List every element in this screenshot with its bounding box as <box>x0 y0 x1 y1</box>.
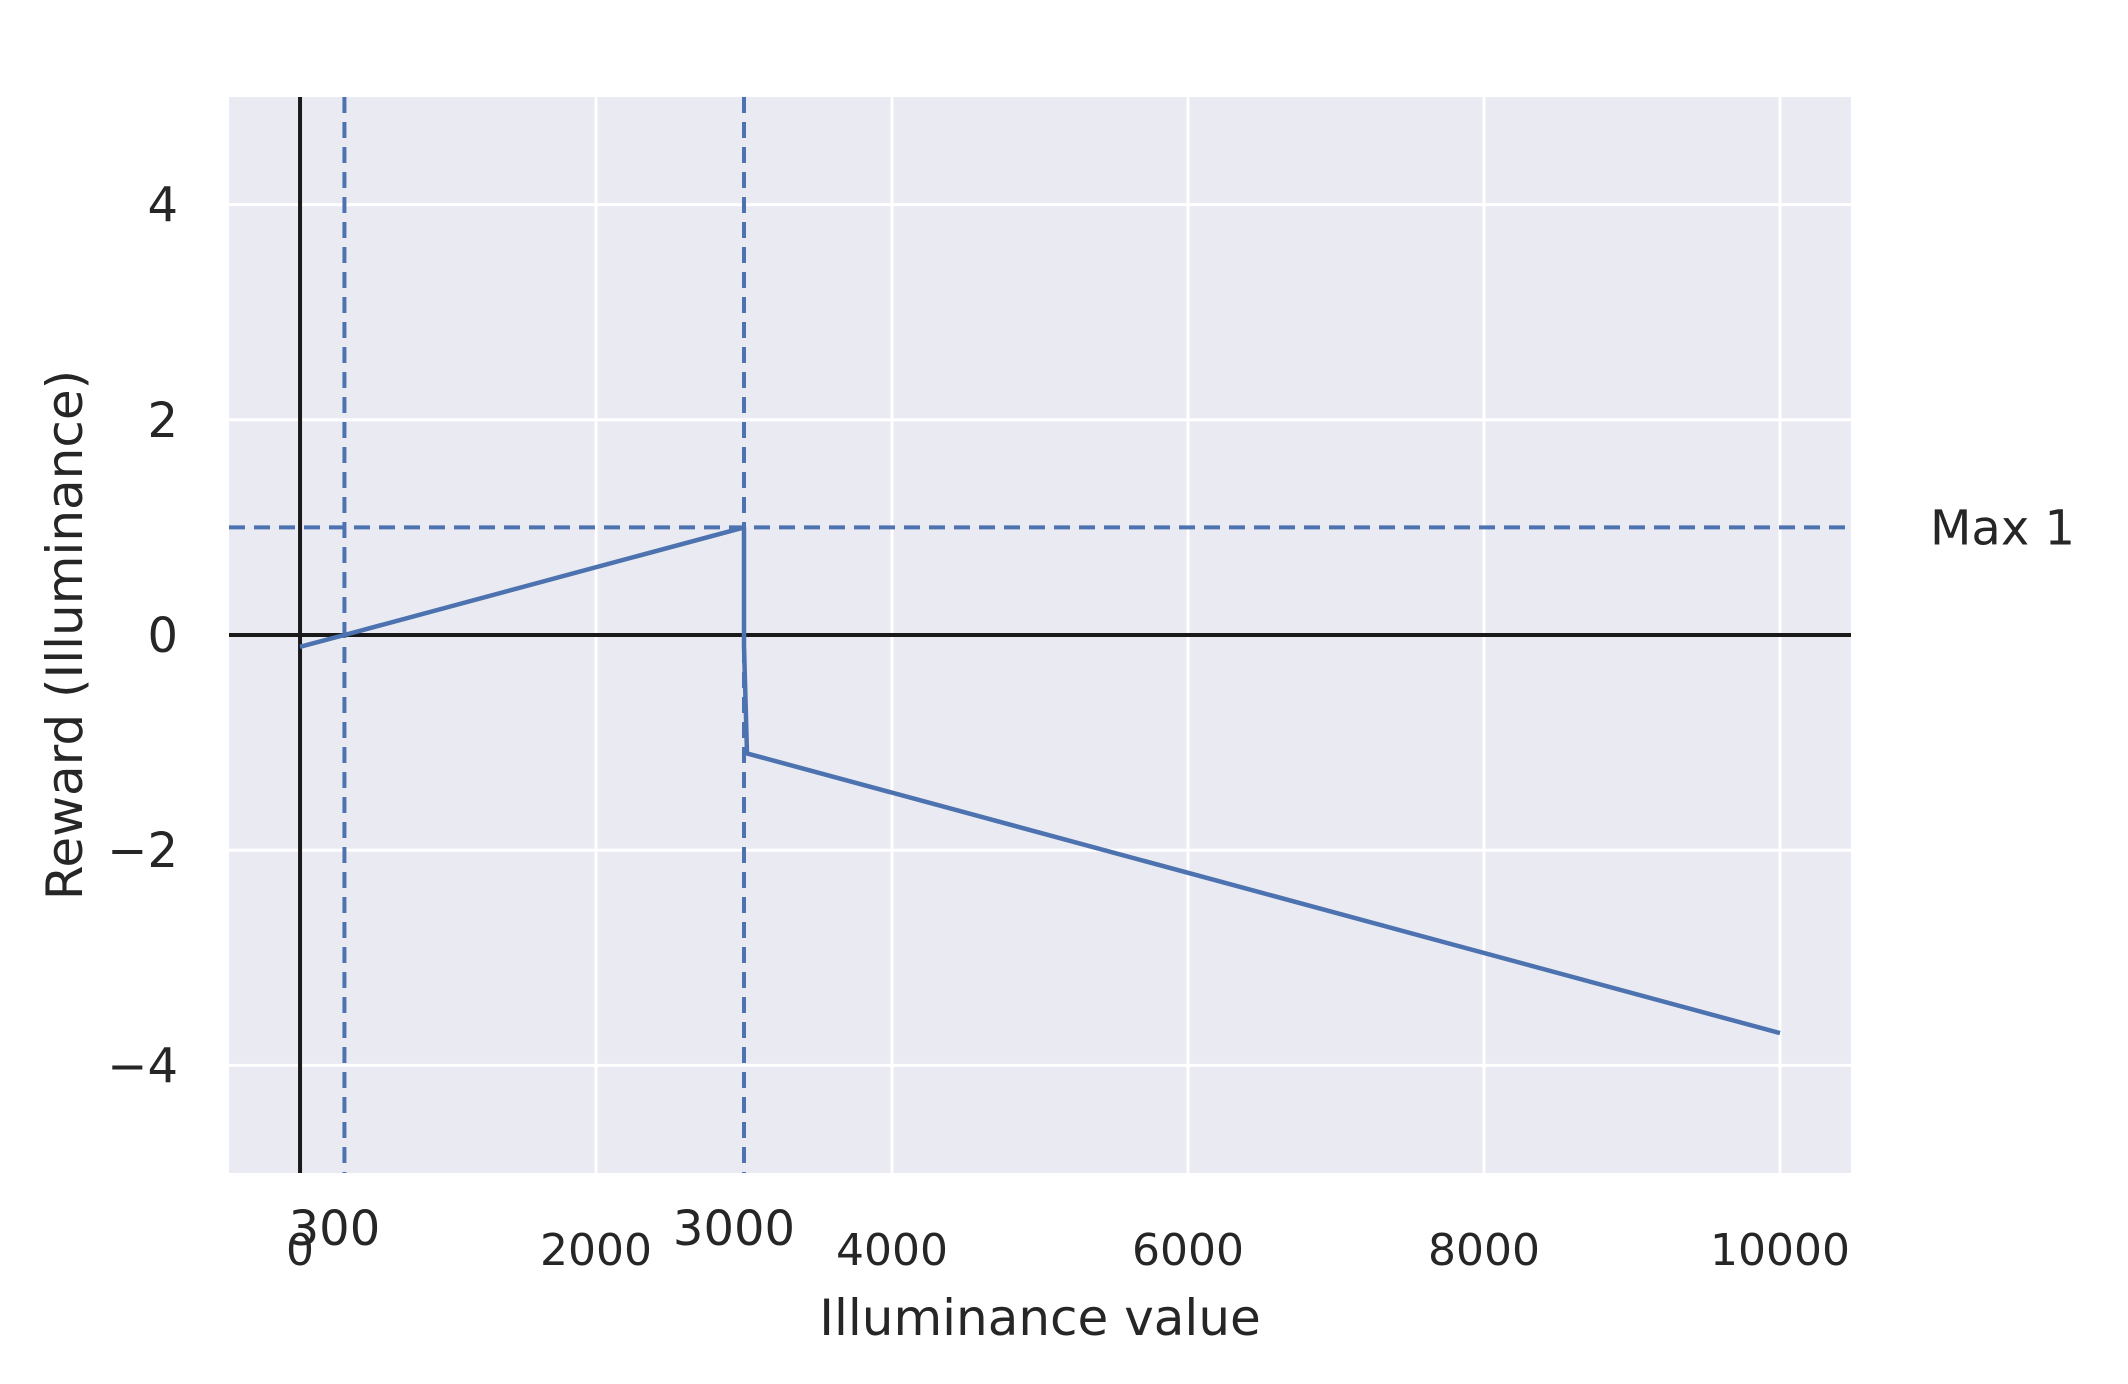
y-tick-label: 2 <box>147 393 178 449</box>
y-tick-label: 4 <box>147 178 178 234</box>
series-group <box>299 525 1781 1036</box>
x-tick-label: 6000 <box>1132 1225 1244 1276</box>
y-tick-labels: −4 −2 0 2 4 <box>107 178 178 1095</box>
x-tick-label: 10000 <box>1710 1225 1850 1276</box>
y-tick-label: −4 <box>107 1038 178 1094</box>
x-tick-label: 2000 <box>540 1225 652 1276</box>
annotation-label: 300 <box>289 1201 381 1257</box>
x-tick-labels: 0 2000 4000 6000 8000 10000 <box>286 1225 1850 1276</box>
y-axis-label: Reward (Illuminance) <box>36 370 94 900</box>
x-tick-label: 8000 <box>1428 1225 1540 1276</box>
x-axis-label: Illuminance value <box>819 1289 1261 1347</box>
x-tick-label: 0 <box>286 1225 314 1276</box>
annotation-label: 3000 <box>673 1201 795 1257</box>
y-tick-label: 0 <box>147 608 178 664</box>
y-tick-label: −2 <box>107 823 178 879</box>
annotations: 300 3000 Max 1 <box>289 500 2075 1257</box>
annotation-label: Max 1 <box>1930 500 2075 556</box>
x-tick-label: 4000 <box>836 1225 948 1276</box>
series-line <box>299 525 1781 1036</box>
